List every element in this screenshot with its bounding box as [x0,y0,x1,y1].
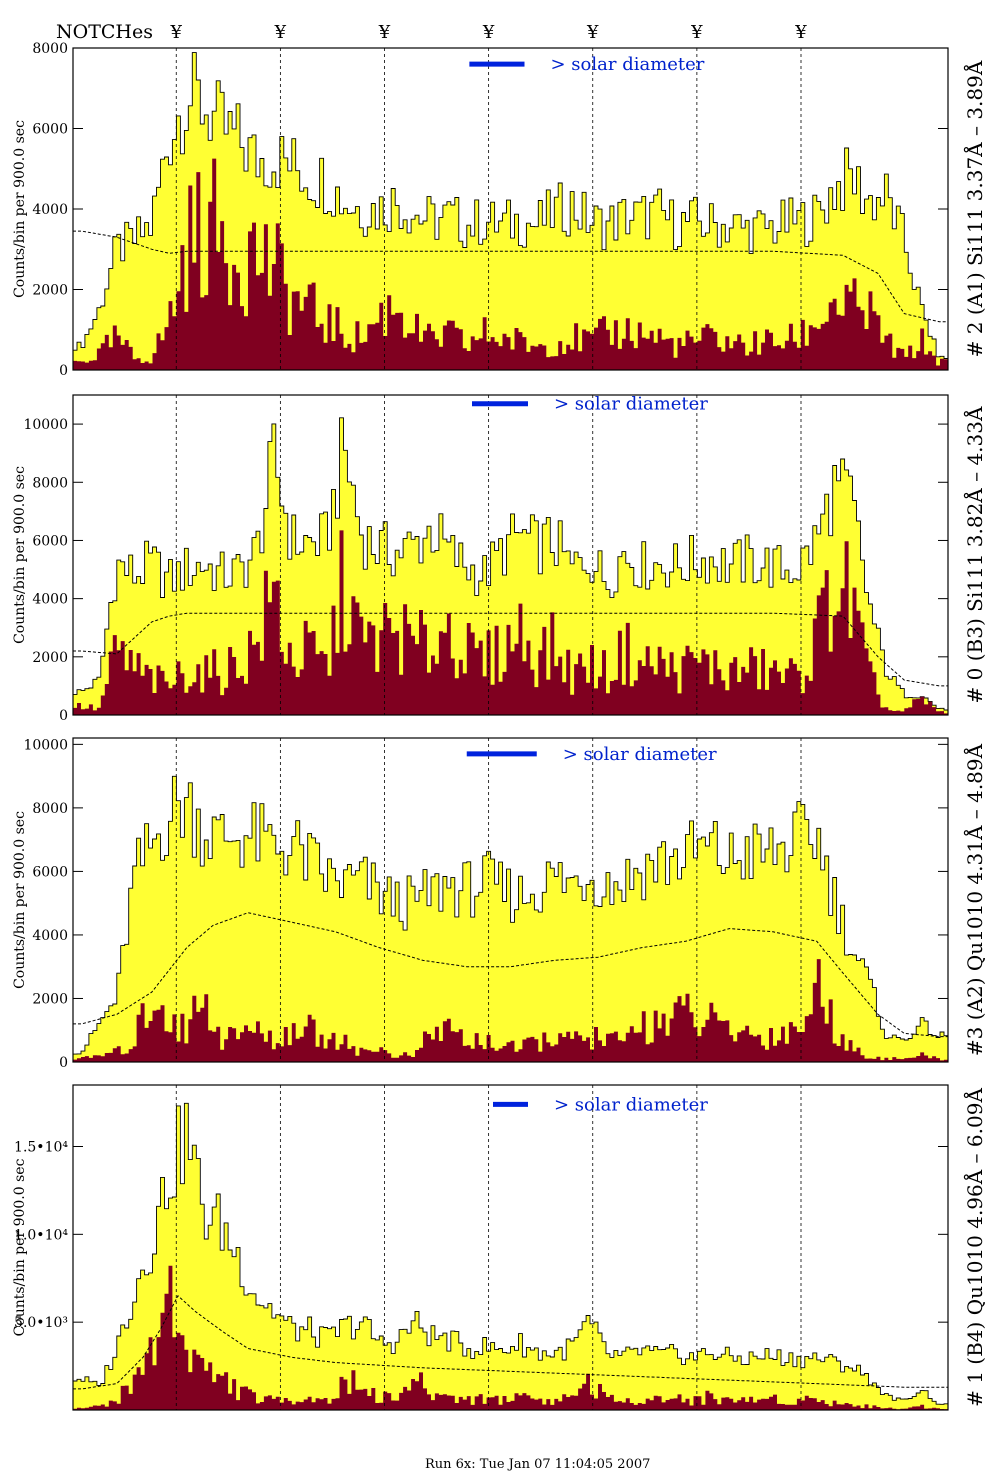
y-tick-label: 1.0•10⁴ [14,1227,68,1243]
y-axis-label: Counts/bin per 900.0 sec [12,811,28,989]
y-tick-label: 6000 [32,864,68,880]
y-tick-label: 8000 [32,475,68,491]
y-tick-label: 2000 [32,283,68,299]
total-counts-histogram [72,417,949,716]
y-tick-label: 0 [59,1055,68,1071]
panel-label: # 2 (A1) Si111 3.37Å – 3.89Å [962,60,987,357]
y-tick-label: 1.5•10⁴ [14,1139,68,1155]
solar-diameter-legend: > solar diameter [554,394,708,415]
model-curve [73,612,948,687]
model-curve [73,912,948,1038]
model-curve [73,1294,948,1390]
notch-marker: ¥ [690,22,703,43]
panel-label: # 0 (B3) Si111 3.82Å – 4.33Å [962,406,987,703]
y-tick-label: 10000 [23,417,68,433]
chart-panel-1: 0 2000 4000 6000 8000 10000 Counts/bin per 900… [12,394,987,724]
chart-panel-0: 0 2000 4000 6000 8000 Counts/bin per 900.0 se… [12,41,987,379]
notches-label: NOTCHes [56,21,153,43]
run-stamp: Run 6x: Tue Jan 07 11:04:05 2007 [425,1457,650,1472]
y-tick-label: 0 [59,363,68,379]
excess-counts-histogram [73,530,948,715]
excess-counts-histogram [73,959,948,1062]
panel-label: #3 (A2) Qu1010 4.31Å – 4.89Å [962,743,987,1056]
chart-panel-2: 0 2000 4000 6000 8000 10000 Counts/bin per 900… [12,737,987,1071]
total-counts-histogram [72,775,949,1063]
notch-marker: ¥ [274,22,287,43]
y-tick-label: 5.0•10³ [14,1315,68,1331]
total-counts-histogram [72,1102,949,1411]
y-tick-label: 2000 [32,650,68,666]
y-tick-label: 6000 [32,122,68,138]
notch-marker: ¥ [482,22,495,43]
notch-marker: ¥ [378,22,391,43]
plot-frame [72,394,949,716]
panel-label: # 1 (B4) Qu1010 4.96Å – 6.09Å [962,1088,987,1407]
notch-marker: ¥ [794,22,807,43]
y-tick-label: 2000 [32,991,68,1007]
model-curve [73,230,948,323]
y-tick-label: 6000 [32,533,68,549]
y-tick-label: 4000 [32,592,68,608]
solar-diameter-legend: > solar diameter [563,744,717,765]
notch-marker: ¥ [586,22,599,43]
notch-markers: ¥ ¥ ¥ ¥ ¥ ¥ ¥ [170,22,808,43]
y-axis-label: Counts/bin per 900.0 sec [12,466,28,644]
y-tick-label: 0 [59,708,68,724]
excess-counts-histogram [73,158,948,370]
y-tick-label: 8000 [32,41,68,57]
y-tick-label: 4000 [32,202,68,218]
solar-diameter-legend: > solar diameter [551,54,705,75]
y-axis-label: Counts/bin per 900.0 sec [12,120,28,298]
chart-panel-3: 5.0•10³ 1.0•10⁴ 1.5•10⁴ Counts/bin per 900.… [12,1084,987,1411]
y-axis-label: Counts/bin per 900.0 sec [12,1158,28,1336]
y-tick-label: 4000 [32,928,68,944]
y-tick-label: 10000 [23,737,68,753]
excess-counts-histogram [73,1265,948,1410]
plot-frame [72,1084,949,1411]
y-tick-label: 8000 [32,801,68,817]
solar-diameter-legend: > solar diameter [554,1094,708,1115]
notch-marker: ¥ [170,22,183,43]
plot-frame [72,737,949,1063]
total-counts-histogram [72,52,949,371]
